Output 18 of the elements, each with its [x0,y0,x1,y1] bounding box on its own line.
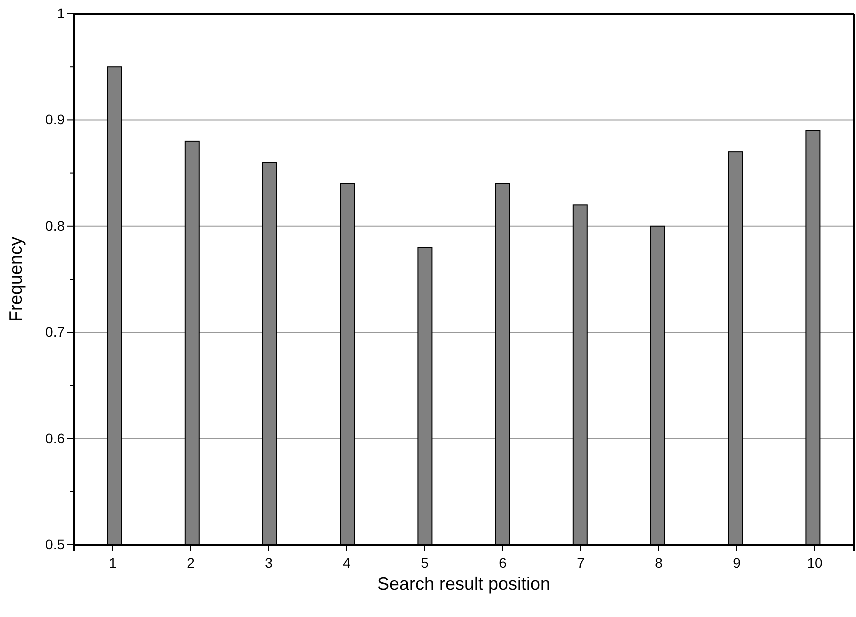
x-tick-label: 3 [265,555,274,571]
x-tick-label: 7 [577,555,586,571]
y-tick-label: 0.7 [46,324,66,340]
x-tick-label: 5 [421,555,430,571]
y-tick-label: 0.5 [46,536,66,552]
y-tick-label: 1 [57,5,66,22]
y-tick-label: 0.6 [46,430,66,446]
x-tick-label: 10 [807,555,823,571]
x-tick-label: 2 [187,555,196,571]
y-tick-label: 0.8 [46,218,66,234]
x-tick-label: 8 [655,555,664,571]
x-tick-label: 4 [343,555,352,571]
x-axis-title: Search result position [377,574,551,594]
x-tick-label: 9 [733,555,742,571]
y-tick-label: 0.9 [46,112,66,128]
x-tick-label: 6 [499,555,508,571]
x-tick-label: 1 [109,555,118,571]
y-axis-title: Frequency [6,236,26,322]
